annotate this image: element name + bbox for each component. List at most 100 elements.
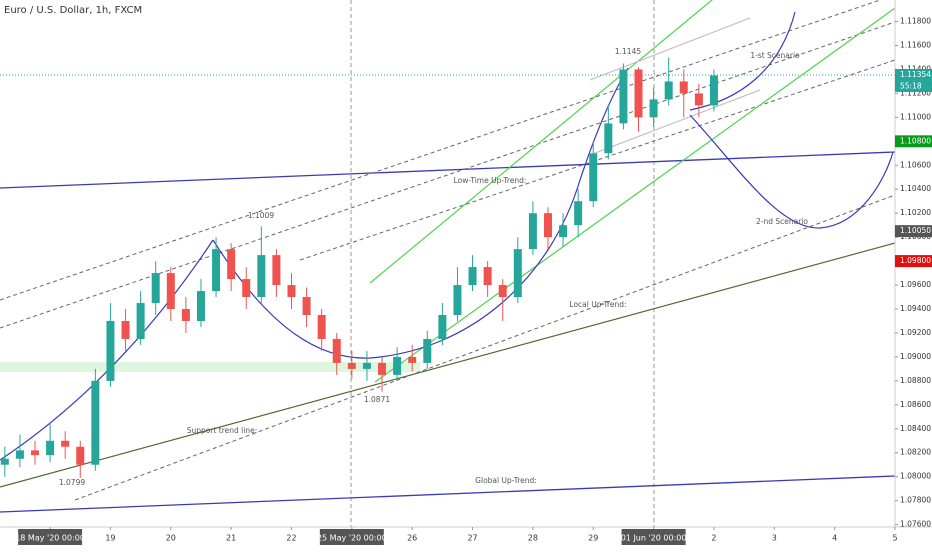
channel-line <box>589 89 761 156</box>
y-tick-label: 1.11800 <box>900 17 931 26</box>
y-tick-label: 1.09200 <box>900 328 931 337</box>
price-label-box <box>895 135 932 148</box>
curve <box>0 239 214 461</box>
x-tick-label: 4 <box>832 534 837 543</box>
price-label-box <box>895 68 932 81</box>
annotation: 2-nd Scenario <box>756 217 808 226</box>
price-label: 1.11354 <box>900 70 931 79</box>
candles <box>0 57 718 478</box>
candle-body <box>438 315 447 339</box>
x-tick-label: 18 May '20 00:00 <box>15 534 85 543</box>
candle-body <box>619 69 628 124</box>
drawings <box>0 0 896 527</box>
candle-body <box>649 99 658 118</box>
annotation: 1-st Scenario <box>750 51 800 60</box>
candle-body <box>136 303 145 339</box>
price-label-box <box>895 255 932 268</box>
x-tick-label: 27 <box>467 534 477 543</box>
candle-body <box>227 249 236 280</box>
y-tick-label: 1.11600 <box>900 41 931 50</box>
candle-body <box>46 440 55 456</box>
y-tick-label: 1.09600 <box>900 280 931 289</box>
trend-line <box>0 151 896 189</box>
x-tick-label: 3 <box>772 534 777 543</box>
candle-body <box>709 75 718 106</box>
candle-body <box>106 320 115 381</box>
x-tick-label: 5 <box>892 534 897 543</box>
y-tick-label: 1.11400 <box>900 64 931 73</box>
candle-body <box>423 338 432 363</box>
candle-body <box>151 273 160 304</box>
channel-line <box>374 7 896 383</box>
trend-line <box>0 242 896 488</box>
candle-body <box>0 458 9 465</box>
x-tick-label: 19 <box>105 534 115 543</box>
price-label-box <box>895 225 932 238</box>
channel-line <box>589 17 751 81</box>
x-tick-label: 28 <box>528 534 538 543</box>
candle-body <box>287 285 296 298</box>
candle-body <box>468 267 477 286</box>
candle-body <box>694 93 703 106</box>
annotation: Global Up-Trend: <box>475 476 537 485</box>
y-tick-label: 1.11200 <box>900 88 931 97</box>
candle-body <box>91 380 100 465</box>
annotation: 1.1009 <box>248 211 274 220</box>
candle-body <box>498 285 507 298</box>
y-tick-label: 1.09000 <box>900 352 931 361</box>
candle-body <box>408 356 417 363</box>
x-tick-box <box>18 529 83 545</box>
candle-body <box>604 123 613 154</box>
y-tick-label: 1.11000 <box>900 112 931 121</box>
x-tick-label: 20 <box>166 534 176 543</box>
candle-body <box>242 279 251 298</box>
x-tick-box <box>319 529 384 545</box>
candle-body <box>121 320 130 339</box>
candle-body <box>257 255 266 298</box>
annotation: Low-Time Up-Trend: <box>454 176 527 185</box>
candle-body <box>181 309 190 321</box>
candle-body <box>393 356 402 375</box>
candle-body <box>559 225 568 238</box>
candle-body <box>574 201 583 226</box>
x-tick-label: 26 <box>407 534 417 543</box>
trend-line <box>0 0 881 301</box>
curve <box>212 67 629 359</box>
candle-body <box>31 450 40 456</box>
candle-body <box>378 362 387 375</box>
y-tick-label: 1.10600 <box>900 160 931 169</box>
candle-body <box>513 249 522 298</box>
x-tick-box <box>621 529 686 545</box>
y-tick-label: 1.08600 <box>900 400 931 409</box>
countdown-box <box>895 80 932 92</box>
trend-line <box>0 21 896 329</box>
candle-body <box>317 315 326 339</box>
candle-body <box>347 362 356 369</box>
candle-body <box>362 362 371 369</box>
candle-body <box>61 440 70 447</box>
trend-line <box>74 194 896 501</box>
price-label: 1.10800 <box>900 136 931 145</box>
annotation: 1.0799 <box>59 478 85 487</box>
candle-body <box>483 267 492 286</box>
curve <box>689 11 796 111</box>
y-tick-label: 1.08200 <box>900 448 931 457</box>
channel-line <box>369 0 713 284</box>
price-label: 1.09800 <box>900 256 931 265</box>
candle-body <box>543 213 552 238</box>
price-label: 1.10050 <box>900 226 931 235</box>
candle-body <box>76 446 85 465</box>
candle-body <box>679 81 688 94</box>
candle-body <box>302 297 311 316</box>
candle-body <box>332 338 341 363</box>
candle-body <box>15 450 24 459</box>
y-tick-label: 1.07800 <box>900 496 931 505</box>
x-tick-label: 29 <box>588 534 598 543</box>
y-tick-label: 1.09400 <box>900 304 931 313</box>
trend-line <box>0 475 896 513</box>
candle-body <box>589 153 598 202</box>
annotation: 1.1145 <box>615 47 641 56</box>
y-tick-label: 1.08400 <box>900 424 931 433</box>
candle-body <box>212 249 221 292</box>
y-tick-label: 1.10200 <box>900 208 931 217</box>
